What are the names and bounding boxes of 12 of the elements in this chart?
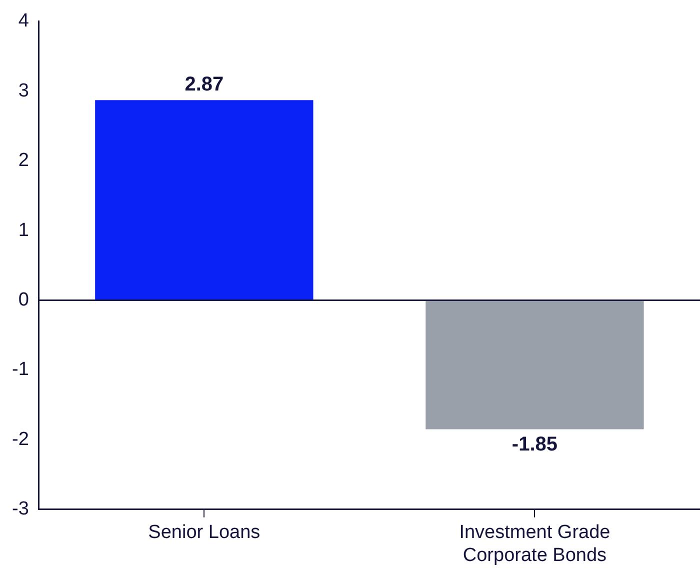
- y-tick-label: 2: [18, 150, 29, 172]
- x-tick-label: Senior Loans: [148, 522, 260, 544]
- y-tick-label: 3: [18, 80, 29, 102]
- y-tick-label: 1: [18, 220, 29, 241]
- y-tick-label: 4: [18, 10, 30, 32]
- y-tick-label: -3: [12, 498, 29, 520]
- y-tick-label: 0: [18, 289, 29, 310]
- y-tick-label: -1: [12, 359, 29, 380]
- y-tick-label: -2: [12, 428, 29, 450]
- data-label: -1.85: [512, 434, 558, 456]
- data-label: 2.87: [184, 74, 224, 96]
- x-tick-label: Investment Grade Corporate Bonds: [459, 522, 610, 566]
